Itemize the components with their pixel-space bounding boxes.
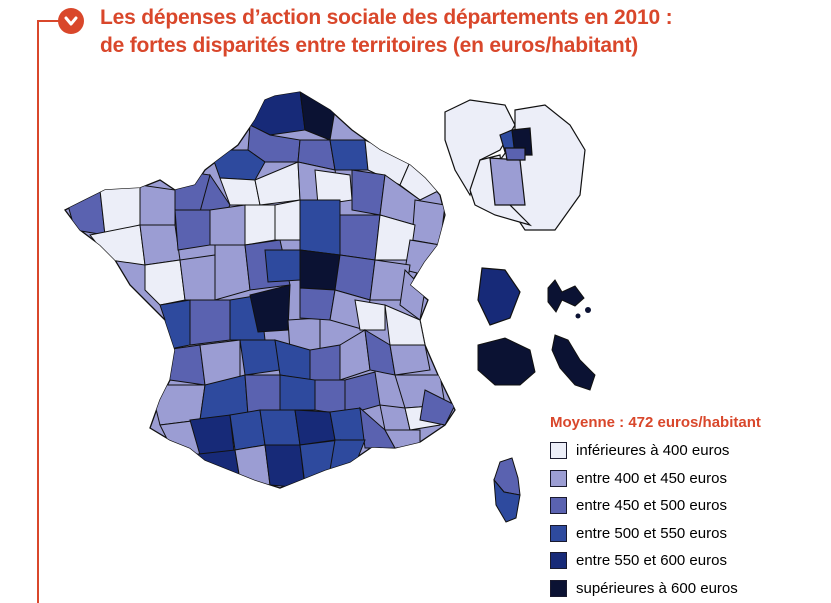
legend-item: entre 400 et 450 euros xyxy=(550,465,820,493)
legend-title: Moyenne : 472 euros/habitant xyxy=(550,414,761,431)
legend: Moyenne : 472 euros/habitant inférieures… xyxy=(550,414,820,602)
corse xyxy=(493,457,521,523)
legend-item: supérieures à 600 euros xyxy=(550,575,820,603)
legend-item: entre 450 et 500 euros xyxy=(550,492,820,520)
mainland-france xyxy=(64,91,456,489)
legend-swatch xyxy=(550,442,567,460)
legend-swatch xyxy=(550,552,567,570)
legend-swatch xyxy=(550,469,567,487)
legend-label: supérieures à 600 euros xyxy=(576,579,738,597)
legend-item: entre 550 et 600 euros xyxy=(550,547,820,575)
guyane xyxy=(477,267,521,326)
page-title: Les dépenses d’action sociale des départ… xyxy=(100,4,673,60)
legend-label: entre 450 et 500 euros xyxy=(576,497,727,515)
frame-line-horizontal xyxy=(37,20,59,22)
legend-swatch xyxy=(550,524,567,542)
legend-swatch xyxy=(550,497,567,515)
chevron-down-icon xyxy=(58,8,84,34)
title-line-1: Les dépenses d’action sociale des départ… xyxy=(100,6,673,29)
legend-label: entre 400 et 450 euros xyxy=(576,469,727,487)
guadeloupe xyxy=(547,279,591,319)
reunion xyxy=(477,337,536,386)
legend-label: entre 550 et 600 euros xyxy=(576,552,727,570)
legend-item: inférieures à 400 euros xyxy=(550,437,820,465)
frame-line-vertical xyxy=(37,20,39,603)
ile-de-france-inset xyxy=(444,99,586,231)
legend-swatch xyxy=(550,579,567,597)
legend-label: inférieures à 400 euros xyxy=(576,442,730,460)
martinique xyxy=(551,334,596,391)
title-line-2: de fortes disparités entre territoires (… xyxy=(100,34,639,57)
legend-item: entre 500 et 550 euros xyxy=(550,520,820,548)
legend-label: entre 500 et 550 euros xyxy=(576,524,727,542)
